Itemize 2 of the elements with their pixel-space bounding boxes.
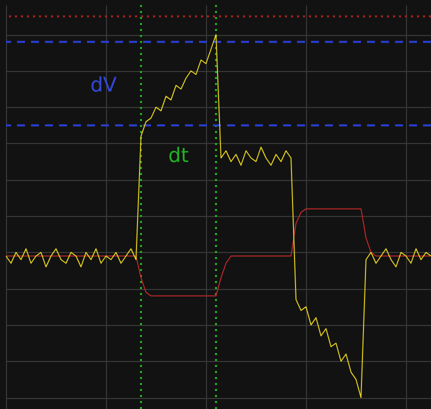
annotation: dV: [90, 72, 117, 96]
annotation: dt: [168, 143, 189, 168]
